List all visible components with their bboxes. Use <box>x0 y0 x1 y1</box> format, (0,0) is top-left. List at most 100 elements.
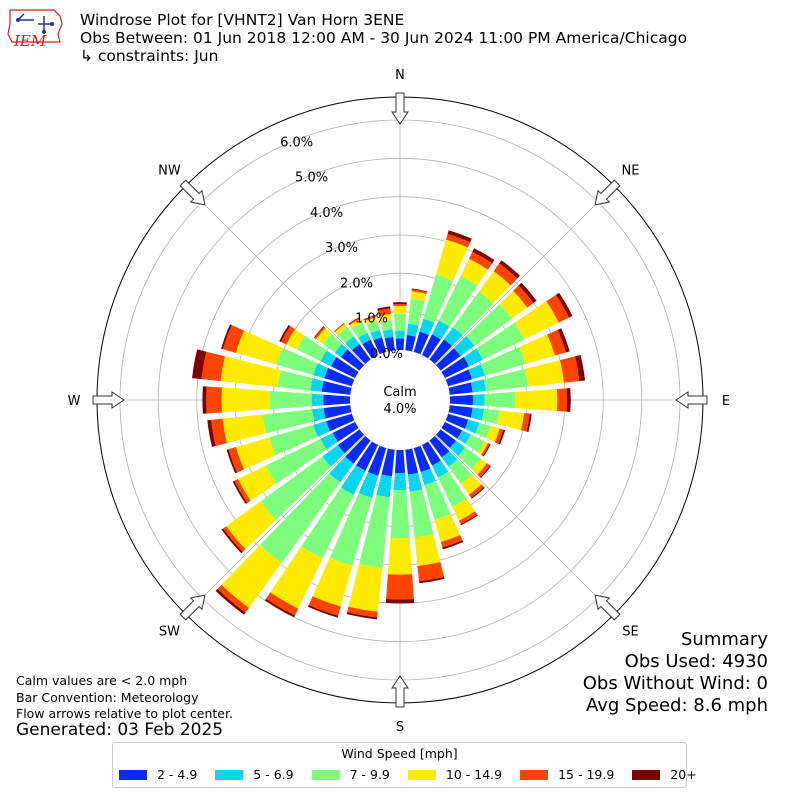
windrose-bar-segment <box>334 343 348 358</box>
windrose-bar-segment <box>260 456 331 520</box>
windrose-bar-segment <box>557 328 570 353</box>
windrose-bar-segment <box>340 465 366 495</box>
windrose-bar-segment <box>393 472 407 491</box>
radial-tick-label: 6.0% <box>280 135 313 150</box>
windrose-bar-segment <box>362 339 379 359</box>
windrose-bar-segment <box>513 285 534 308</box>
compass-label: NW <box>158 163 181 178</box>
windrose-bar-segment <box>313 363 329 379</box>
flow-note: Flow arrows relative to plot center. <box>16 706 233 721</box>
grid-spoke <box>185 435 365 615</box>
windrose-bar-segment <box>313 326 325 338</box>
compass-label: W <box>68 394 81 409</box>
windrose-bar-segment <box>413 331 429 355</box>
summary-heading: Summary <box>681 629 768 650</box>
windrose-bar-segment <box>312 408 326 422</box>
windrose-bar-segment <box>434 513 461 543</box>
windrose-bar-segment <box>377 308 391 317</box>
windrose-bar-segment <box>471 458 487 475</box>
windrose-bar-segment <box>345 336 360 351</box>
windrose-bar-segment <box>348 563 383 612</box>
windrose-bar-segment <box>445 369 473 387</box>
bar-convention-note: Bar Convention: Meteorology <box>16 690 199 705</box>
windrose-bar-segment <box>484 391 516 409</box>
calm-label: Calm <box>383 385 416 400</box>
windrose-bar-segment <box>472 394 485 406</box>
flow-arrow-icon <box>391 675 409 708</box>
legend-swatch <box>311 769 340 780</box>
windrose-bar-segment <box>465 434 485 453</box>
windrose-bar-segment <box>547 329 566 356</box>
windrose-bar-segment <box>326 413 355 432</box>
windrose-bar-segment <box>419 318 435 336</box>
compass-label: SE <box>622 625 638 640</box>
windrose-bar-segment <box>453 291 494 336</box>
windrose-bar-segment <box>514 389 558 411</box>
windrose-bar-segment <box>435 239 468 281</box>
compass-label: S <box>396 720 404 735</box>
windrose-bar-segment <box>449 394 473 406</box>
windrose-bar-segment <box>480 346 526 376</box>
windrose-bar-segment <box>222 414 266 444</box>
windrose-bar-segment <box>296 335 327 362</box>
windrose-bar-segment <box>351 322 368 338</box>
windrose-bar-segment <box>348 317 361 326</box>
windrose-bar-segment <box>466 304 512 346</box>
chart-title: Windrose Plot for [VHNT2] Van Horn 3ENE <box>80 11 405 29</box>
windrose-bar-segment <box>265 592 299 616</box>
windrose-bar-segment <box>429 435 450 458</box>
windrose-bar-segment <box>444 326 463 347</box>
flow-arrow-icon <box>179 594 206 621</box>
windrose-bar-segment <box>481 408 500 425</box>
windrose-bar-segment <box>409 489 434 538</box>
legend-label: 20+ <box>670 767 697 782</box>
windrose-bar-segment <box>475 422 491 439</box>
windrose-bar-segment <box>471 486 485 499</box>
windrose-bar-segment <box>441 421 463 439</box>
compass-label: NE <box>622 163 640 178</box>
windrose-bar-segment <box>280 325 295 345</box>
windrose-bar-segment <box>435 429 456 449</box>
windrose-bar-segment <box>277 370 313 391</box>
windrose-bar-segment <box>358 471 379 498</box>
windrose-bar-segment <box>499 290 528 319</box>
windrose-bar-segment <box>470 407 485 421</box>
summary-obs-used: Obs Used: 4930 <box>624 651 768 672</box>
windrose-bar-segment <box>234 479 251 503</box>
windrose-bar-segment <box>448 459 473 484</box>
windrose-bar-segment <box>524 360 565 387</box>
windrose-bar-segment <box>314 326 326 340</box>
windrose-bar-segment <box>393 304 407 307</box>
windrose-bar-segment <box>390 490 410 539</box>
windrose-bar-segment <box>349 318 363 329</box>
windrose-bar-segment <box>329 492 372 566</box>
windrose-bar-segment <box>228 447 245 473</box>
legend-swatch <box>407 769 436 780</box>
windrose-bar-segment <box>321 380 352 395</box>
windrose-bar-segment <box>192 349 207 380</box>
windrose-bar-segment <box>370 329 382 341</box>
windrose-bar-segment <box>379 314 392 322</box>
calm-value: 4.0% <box>383 402 416 417</box>
radial-tick-label: 0.0% <box>370 347 403 362</box>
windrose-bar-segment <box>340 349 365 371</box>
windrose-bar-segment <box>337 326 354 344</box>
legend-label: 2 - 4.9 <box>157 767 198 782</box>
speed-legend: Wind Speed [mph] 2 - 4.9 5 - 6.9 7 - 9.9 10… <box>112 742 697 788</box>
legend-label: 5 - 6.9 <box>253 767 294 782</box>
summary-obs-without-wind: Obs Without Wind: 0 <box>582 673 768 694</box>
grid-spoke <box>435 185 615 365</box>
summary-avg-speed: Avg Speed: 8.6 mph <box>586 695 768 716</box>
windrose-bar-segment <box>237 465 276 501</box>
windrose-bar-segment <box>322 445 345 467</box>
observation-range: Obs Between: 01 Jun 2018 12:00 AM - 30 J… <box>80 29 688 47</box>
windrose-bar-segment <box>217 584 249 613</box>
windrose-bar-segment <box>421 334 441 359</box>
windrose-bar-segment <box>405 448 419 475</box>
windrose-bar-segment <box>202 386 207 414</box>
logo-text: IEM <box>13 32 47 50</box>
flow-arrow-icon <box>594 179 621 206</box>
windrose-bar-segment <box>556 388 567 412</box>
windrose-bar-segment <box>323 394 351 406</box>
windrose-bar-segment <box>521 413 530 432</box>
